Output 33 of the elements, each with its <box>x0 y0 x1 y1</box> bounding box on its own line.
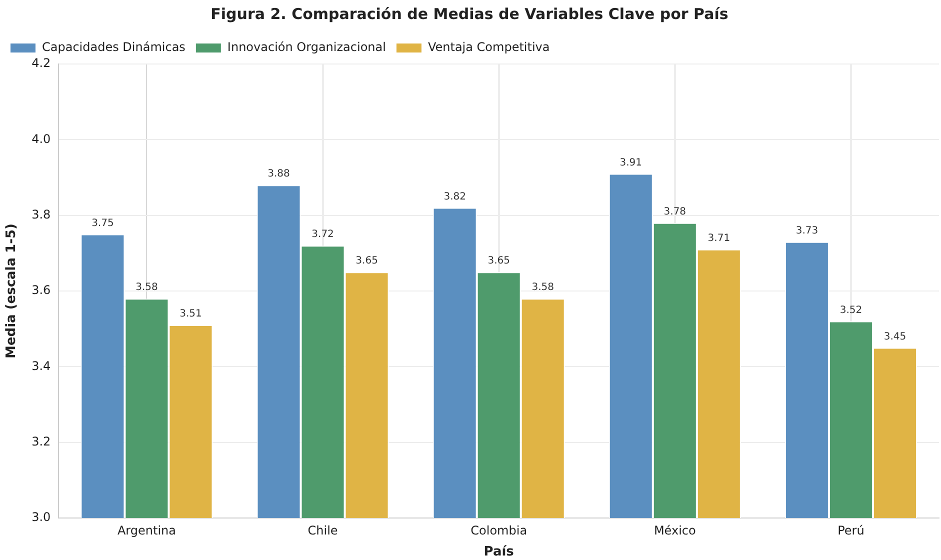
data-label: 3.91 <box>620 157 642 168</box>
data-label: 3.78 <box>664 206 686 218</box>
x-axis-title: País <box>484 544 514 560</box>
x-tick-label: Chile <box>308 523 338 538</box>
data-label: 3.51 <box>180 308 202 320</box>
y-axis-title: Media (escala 1-5) <box>4 224 20 358</box>
data-label: 3.88 <box>268 168 290 180</box>
data-label: 3.58 <box>532 282 554 294</box>
legend-label: Capacidades Dinámicas <box>42 40 186 54</box>
y-tick-label: 3.6 <box>32 283 51 298</box>
x-tick-label: Perú <box>838 523 864 538</box>
legend-label: Innovación Organizacional <box>227 40 386 54</box>
x-tick-label: México <box>654 523 696 538</box>
data-label: 3.58 <box>136 282 158 294</box>
data-label: 3.72 <box>312 229 334 240</box>
data-label: 3.75 <box>92 218 114 229</box>
y-tick-label: 3.2 <box>32 434 51 448</box>
y-tick-label: 4.0 <box>32 132 51 146</box>
y-tick-label: 3.0 <box>32 510 51 524</box>
x-tick-label: Colombia <box>470 523 528 538</box>
x-tick-label: Argentina <box>117 523 176 538</box>
y-tick-label: 3.8 <box>32 207 51 222</box>
data-label: 3.73 <box>796 225 818 236</box>
data-label: 3.82 <box>444 191 466 202</box>
legend-label: Ventaja Competitiva <box>428 40 550 54</box>
y-tick-label: 3.4 <box>32 358 51 373</box>
data-label: 3.45 <box>884 331 906 342</box>
chart-title: Figura 2. Comparación de Medias de Variables Clave por País <box>210 4 728 23</box>
data-label: 3.65 <box>356 256 378 267</box>
data-label: 3.65 <box>488 256 510 267</box>
y-tick-label: 4.2 <box>32 56 51 70</box>
data-label: 3.52 <box>840 304 862 316</box>
data-label: 3.71 <box>708 232 730 244</box>
